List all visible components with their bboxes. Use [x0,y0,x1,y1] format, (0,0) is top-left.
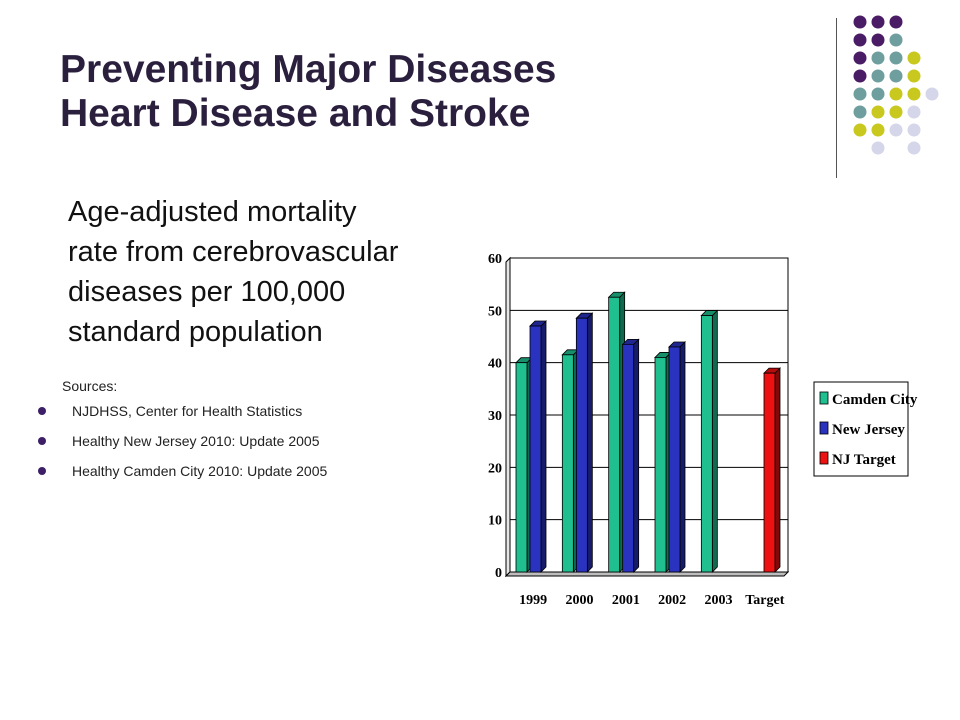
decorative-dot [853,105,867,119]
sources-label: Sources: [62,378,118,394]
decorative-dot [853,15,867,29]
decorative-dot [871,87,885,101]
decorative-dot [871,51,885,65]
decorative-dot [907,51,921,65]
slide-title: Preventing Major Diseases Heart Disease … [60,48,556,136]
sources-block: Sources: NJDHSS, Center for Health Stati… [37,378,327,492]
decorative-dot [889,105,903,119]
bar [654,351,672,573]
decorative-dot [871,33,885,47]
title-line-2: Heart Disease and Stroke [60,92,531,135]
chart-legend: Camden City New Jersey NJ Target [813,381,918,477]
decorative-dot [907,105,921,119]
source-item: Healthy New Jersey 2010: Update 2005 [37,432,327,450]
bar [575,312,594,573]
source-item: NJDHSS, Center for Health Statistics [37,402,327,420]
subtitle-line-2: rate from cerebrovascular [68,236,399,268]
mortality-bar-chart: 0 10 20 30 40 50 60 1999 2000 2001 2002 2003 Target C… [488,252,918,608]
bar [607,291,626,573]
bar [700,309,719,573]
subtitle-line-4: standard population [68,316,323,348]
decorative-dot [871,105,885,119]
decorative-dot [853,51,867,65]
grid-lines [505,256,789,578]
y-tick-label: 0 [495,566,502,581]
subtitle-line-3: diseases per 100,000 [68,276,346,308]
y-tick-label: 50 [488,304,502,319]
x-tick-label: 2003 [705,593,733,608]
bar [621,338,640,573]
decorative-dot [853,69,867,83]
y-tick-label: 40 [488,357,502,372]
legend-label: NJ Target [832,452,896,468]
legend-swatch [819,451,829,465]
decorative-dot [853,87,867,101]
decorative-dot [889,123,903,137]
legend-swatch [819,391,829,405]
decorative-dot-grid [853,15,939,155]
y-tick-label: 60 [488,252,502,267]
bar [668,341,686,573]
decorative-dot [889,15,903,29]
title-line-1: Preventing Major Diseases [60,48,557,91]
decorative-dot [907,87,921,101]
legend-label: New Jersey [832,422,905,438]
bar [561,348,580,573]
x-tick-label: 2001 [612,593,640,608]
decorative-dot [889,69,903,83]
chart-description: Age-adjusted mortality rate from cerebro… [68,192,468,352]
decorative-divider [836,18,837,178]
decorative-dot [889,33,903,47]
source-item: Healthy Camden City 2010: Update 2005 [37,462,327,480]
bar [529,320,547,573]
decorative-dot [871,15,885,29]
bar [763,367,781,573]
decorative-dot [907,123,921,137]
decorative-dot [925,87,939,101]
x-tick-label: Target [745,593,784,608]
decorative-dot [871,123,885,137]
decorative-dot [853,33,867,47]
decorative-dot [871,69,885,83]
y-tick-label: 30 [488,409,502,424]
legend-label: Camden City [832,392,918,408]
decorative-dot [889,87,903,101]
decorative-dot [907,69,921,83]
bar [515,356,533,573]
decorative-dot [853,123,867,137]
plot-wall [505,256,511,578]
decorative-dot [889,51,903,65]
plot-floor [504,571,790,577]
x-tick-label: 2000 [566,593,594,608]
decorative-dot [907,141,921,155]
sources-list: NJDHSS, Center for Health Statistics Hea… [37,402,327,480]
decorative-dot [871,141,885,155]
legend-swatch [819,421,829,435]
subtitle-line-1: Age-adjusted mortality [68,196,357,228]
y-tick-label: 20 [488,461,502,476]
x-tick-label: 1999 [519,593,547,608]
y-tick-label: 10 [488,514,502,529]
x-tick-label: 2002 [658,593,686,608]
